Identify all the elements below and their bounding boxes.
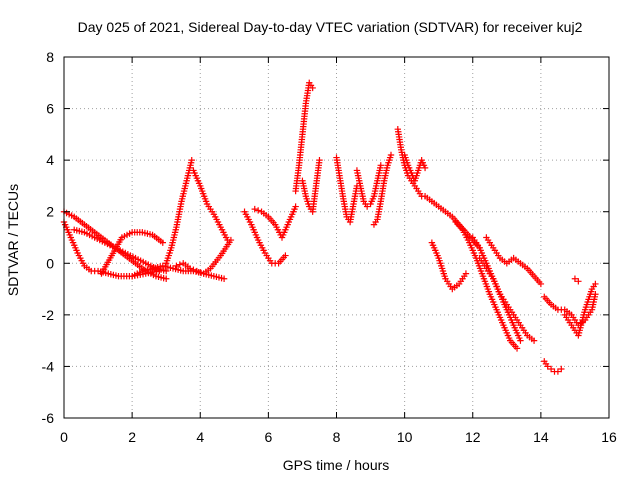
- data-point: [316, 156, 323, 164]
- data-point: [513, 345, 521, 352]
- x-tick-label: 12: [465, 429, 481, 445]
- series-trace-q: [401, 151, 429, 184]
- data-point: [186, 265, 194, 272]
- series-trace-z: [561, 280, 599, 339]
- x-tick-labels: 0 2 4 6 8 10 12 14 16: [60, 429, 617, 445]
- series-trace-a: [60, 208, 170, 275]
- data-point: [162, 275, 170, 282]
- series-trace-aa: [571, 275, 582, 285]
- series-trace-s: [428, 239, 470, 293]
- series-trace-o: [370, 151, 395, 228]
- series-trace-p: [394, 126, 425, 200]
- y-tick-label: 6: [46, 101, 54, 117]
- y-tick-label: 0: [46, 255, 54, 271]
- x-axis-label: GPS time / hours: [283, 457, 390, 473]
- data-point: [547, 365, 555, 373]
- y-tick-labels: -6 -4 -2 0 2 4 6 8: [42, 49, 55, 426]
- series-trace-x: [541, 358, 565, 375]
- data-point: [282, 252, 289, 259]
- data-point: [377, 162, 384, 169]
- series-trace-h: [190, 167, 231, 244]
- data-point: [530, 337, 538, 344]
- data-point: [173, 262, 180, 270]
- series-trace-i: [241, 208, 289, 267]
- y-tick-label: -4: [42, 358, 55, 374]
- x-tick-label: 16: [601, 429, 617, 445]
- grid: [64, 57, 609, 418]
- series-trace-n: [353, 162, 384, 210]
- data-point-fill: [197, 269, 204, 276]
- series-trace-v: [483, 234, 545, 288]
- y-tick-label: 4: [46, 152, 54, 168]
- data-point: [309, 84, 316, 92]
- series-trace-j: [251, 203, 299, 241]
- series-trace-t: [452, 218, 521, 352]
- x-tick-label: 14: [533, 429, 549, 445]
- x-tick-label: 4: [196, 429, 204, 445]
- data-point-fill: [176, 261, 184, 268]
- x-tick-label: 10: [397, 429, 413, 445]
- data-point: [517, 337, 524, 344]
- data-point: [224, 236, 231, 244]
- data-point: [156, 267, 163, 275]
- data-point: [193, 267, 201, 275]
- axis-ticks: [63, 56, 610, 419]
- chart-title: Day 025 of 2021, Sidereal Day-to-day VTE…: [78, 19, 583, 35]
- data-point: [537, 280, 545, 288]
- y-tick-label: 8: [46, 49, 54, 65]
- data-point: [592, 280, 599, 288]
- data-point: [421, 164, 429, 172]
- series-trace-f: [162, 156, 195, 267]
- series-trace-k: [292, 79, 316, 195]
- data-point: [544, 363, 551, 370]
- y-tick-label: -6: [42, 410, 55, 426]
- data-point: [251, 205, 258, 213]
- data-point: [387, 151, 395, 159]
- x-tick-label: 2: [128, 429, 136, 445]
- data-point: [554, 368, 562, 375]
- data-point: [162, 267, 170, 275]
- data-point: [575, 278, 582, 285]
- series-trace-m: [333, 154, 361, 226]
- data-point: [292, 203, 299, 210]
- x-tick-label: 6: [264, 429, 272, 445]
- x-tick-label: 8: [333, 429, 341, 445]
- y-axis-label: SDTVAR / TECUs: [5, 184, 21, 296]
- series-trace-l: [299, 156, 323, 215]
- series-trace-w: [476, 254, 538, 344]
- data-point: [188, 156, 195, 164]
- x-tick-label: 0: [60, 429, 68, 445]
- y-tick-label: -2: [42, 307, 55, 323]
- data-point: [558, 365, 565, 373]
- data-point: [220, 275, 228, 282]
- data-point-fill: [254, 207, 262, 214]
- series-trace-d: [98, 229, 166, 277]
- series-trace-y: [541, 291, 599, 329]
- y-tick-label: 2: [46, 204, 54, 220]
- data-point: [571, 275, 579, 282]
- data-points: [60, 79, 599, 375]
- data-point: [462, 270, 470, 277]
- data-point: [363, 203, 371, 210]
- data-point-fill: [190, 266, 197, 273]
- data-point: [159, 239, 166, 246]
